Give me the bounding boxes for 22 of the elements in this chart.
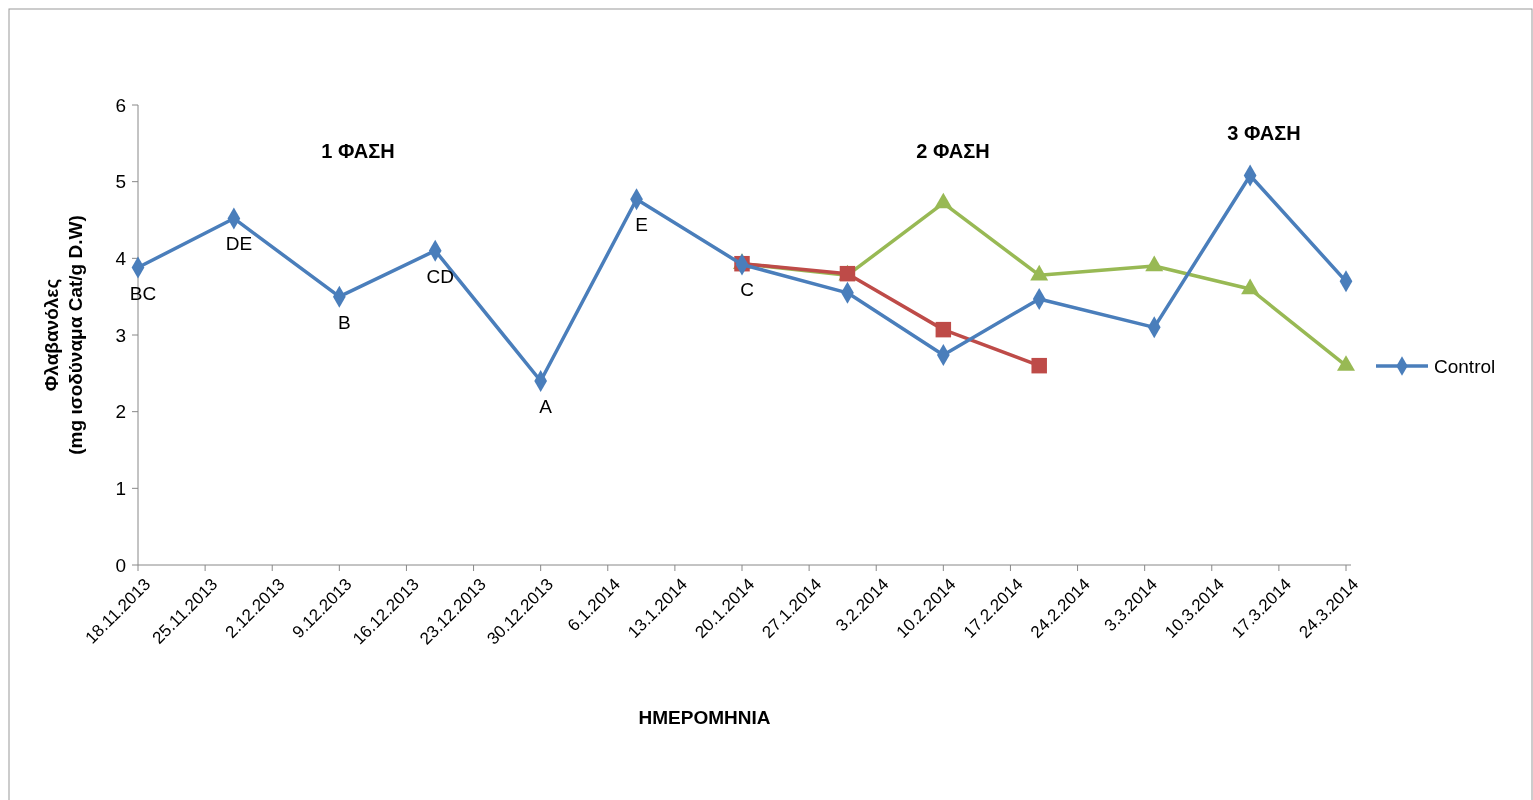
annotation: BC xyxy=(129,282,157,304)
annotation: 3 ΦΑΣΗ xyxy=(1227,122,1301,144)
annotation: DE xyxy=(225,233,253,255)
y-tick-label: 1 xyxy=(115,477,126,499)
y-tick-label: 2 xyxy=(115,401,126,423)
annotation: 2 ΦΑΣΗ xyxy=(916,140,990,162)
annotation: C xyxy=(740,279,754,301)
annotation: B xyxy=(337,311,351,333)
annotation: E xyxy=(635,214,648,236)
annotation: CD xyxy=(426,265,454,287)
annotation: 1 ΦΑΣΗ xyxy=(321,140,395,162)
y-tick-label: 6 xyxy=(115,94,126,116)
annotation: A xyxy=(539,396,553,417)
point xyxy=(1031,357,1047,374)
y-tick-label: 3 xyxy=(115,324,126,346)
y-tick-label: 0 xyxy=(115,554,126,576)
point xyxy=(935,321,952,338)
y-tick-label: 4 xyxy=(115,247,127,269)
legend-label: Control xyxy=(1434,355,1496,377)
y-axis-title: Φλαβανόλες (mg ισοδύναμα Cat/g D.W) xyxy=(41,215,86,455)
x-axis-title: ΗΜΕΡΟΜΗΝΙΑ xyxy=(638,707,771,728)
y-tick-label: 5 xyxy=(115,171,126,193)
